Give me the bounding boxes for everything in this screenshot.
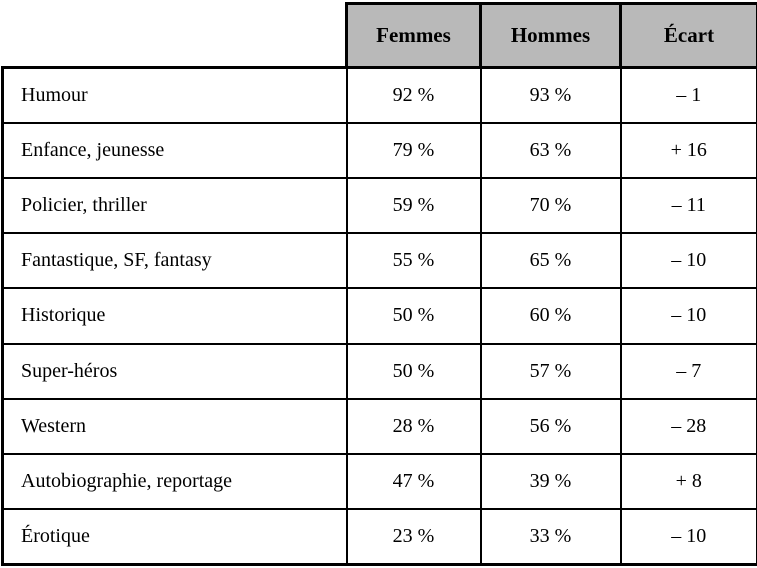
ecart-value: – 7 [619,342,757,400]
femmes-value: 79 % [345,121,482,179]
row-label: Enfance, jeunesse [1,121,348,179]
table-body: Humour 92 % 93 % – 1 Enfance, jeunesse 7… [1,65,757,567]
hommes-value: 63 % [479,121,622,179]
femmes-value: 28 % [345,397,482,456]
femmes-value: 47 % [345,453,482,511]
table-row: Historique 50 % 60 % – 10 [1,287,757,345]
table-row: Super-héros 50 % 57 % – 7 [1,342,757,400]
hommes-value: 93 % [479,65,622,124]
hommes-value: 60 % [479,287,622,345]
ecart-value: + 16 [619,121,757,179]
hommes-value: 65 % [479,232,622,290]
table-row: Policier, thriller 59 % 70 % – 11 [1,176,757,235]
ecart-value: – 1 [619,65,757,124]
femmes-value: 50 % [345,342,482,400]
ecart-value: + 8 [619,453,757,511]
table-row: Érotique 23 % 33 % – 10 [1,508,757,567]
ecart-value: – 28 [619,397,757,456]
column-header-ecart: Écart [619,2,757,69]
femmes-value: 55 % [345,232,482,290]
row-label: Historique [1,287,348,345]
table-row: Enfance, jeunesse 79 % 63 % + 16 [1,121,757,179]
table-header: Femmes Hommes Écart [2,2,757,69]
femmes-value: 50 % [345,287,482,345]
column-header-hommes: Hommes [479,2,622,69]
hommes-value: 56 % [479,397,622,456]
table-row: Autobiographie, reportage 47 % 39 % + 8 [1,453,757,511]
header-row: Femmes Hommes Écart [2,2,757,69]
ecart-value: – 11 [619,176,757,235]
hommes-value: 33 % [479,508,622,567]
row-label: Super-héros [1,342,348,400]
ecart-value: – 10 [619,287,757,345]
row-label: Policier, thriller [1,176,348,235]
corner-cell [2,3,347,68]
hommes-value: 70 % [479,176,622,235]
table-row: Western 28 % 56 % – 28 [1,397,757,456]
femmes-value: 59 % [345,176,482,235]
femmes-value: 23 % [345,508,482,567]
ecart-value: – 10 [619,508,757,567]
table-row: Humour 92 % 93 % – 1 [1,65,757,124]
hommes-value: 57 % [479,342,622,400]
hommes-value: 39 % [479,453,622,511]
row-label: Humour [1,65,348,124]
table-row: Fantastique, SF, fantasy 55 % 65 % – 10 [1,232,757,290]
row-label: Autobiographie, reportage [1,453,348,511]
femmes-value: 92 % [345,65,482,124]
row-label: Érotique [1,508,348,567]
row-label: Fantastique, SF, fantasy [1,232,348,290]
ecart-value: – 10 [619,232,757,290]
column-header-femmes: Femmes [345,2,482,69]
row-label: Western [1,397,348,456]
